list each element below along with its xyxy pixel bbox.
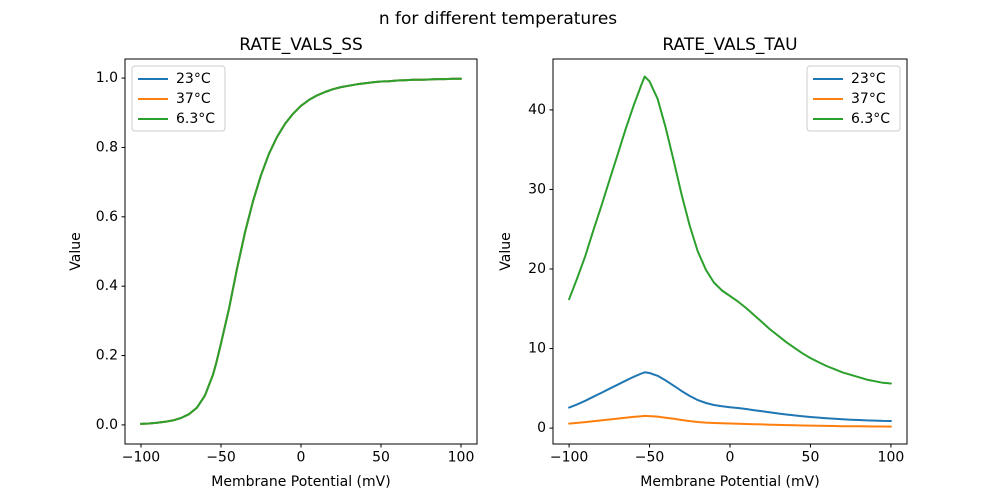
y-tick-label: 40	[528, 102, 546, 118]
plot-title: RATE_VALS_SS	[239, 35, 363, 55]
x-tick-label: −50	[635, 450, 665, 466]
y-tick-label: 30	[528, 181, 546, 197]
legend-item: 23°C	[138, 71, 211, 87]
x-axis-label: Membrane Potential (mV)	[640, 474, 819, 490]
legend-box	[131, 65, 226, 132]
legend-label: 6.3°C	[176, 111, 215, 127]
legend-label: 37°C	[851, 91, 886, 107]
y-tick-label: 0.4	[96, 278, 118, 294]
x-tick-label: −100	[550, 450, 588, 466]
series-line-63c	[140, 77, 462, 425]
x-axis-label: Membrane Potential (mV)	[211, 474, 390, 490]
axes-rate-vals-tau: −100 −50 0 50 100 0 10 20 30 40 RATE_VALS_TAU Membr…	[498, 35, 908, 490]
series-line-63c	[568, 75, 892, 385]
y-tick-label: 20	[528, 261, 546, 277]
y-tick-label: 0	[537, 420, 546, 436]
x-tick-label: −100	[122, 450, 160, 466]
legend-item: 37°C	[813, 91, 886, 107]
x-tick-label: 100	[878, 450, 905, 466]
legend-label: 23°C	[176, 71, 211, 87]
y-tick-label: 0.2	[96, 348, 118, 364]
legend-label: 37°C	[176, 91, 211, 107]
series-line-23c	[568, 371, 892, 422]
x-tick-label: 0	[297, 450, 306, 466]
legend-box	[806, 65, 901, 132]
legend-label: 6.3°C	[851, 111, 890, 127]
legend: 23°C 37°C 6.3°C	[131, 65, 226, 132]
y-tick-label: 10	[528, 341, 546, 357]
y-tick-label: 0.6	[96, 209, 118, 225]
y-tick-label: 0.8	[96, 139, 118, 155]
plot-title: RATE_VALS_TAU	[662, 35, 797, 55]
x-tick-label: 0	[726, 450, 735, 466]
legend-item: 37°C	[138, 91, 211, 107]
y-axis-label: Value	[68, 232, 84, 270]
y-axis-label: Value	[498, 232, 514, 270]
x-tick-label: −50	[206, 450, 236, 466]
figure-suptitle: n for different temperatures	[379, 9, 617, 29]
x-tick-label: 50	[802, 450, 820, 466]
legend-item: 23°C	[813, 71, 886, 87]
legend-label: 23°C	[851, 71, 886, 87]
y-tick-label: 1.0	[96, 70, 118, 86]
legend-item: 6.3°C	[813, 111, 890, 127]
legend: 23°C 37°C 6.3°C	[806, 65, 901, 132]
axes-rate-vals-ss: −100 −50 0 50 100 0.0 0.2 0.4 0.6 0.8 1.0 RATE_VALS…	[68, 35, 478, 490]
y-tick-label: 0.0	[96, 417, 118, 433]
x-tick-label: 100	[448, 450, 475, 466]
x-tick-label: 50	[372, 450, 390, 466]
series-line-37c	[568, 414, 892, 428]
legend-item: 6.3°C	[138, 111, 215, 127]
